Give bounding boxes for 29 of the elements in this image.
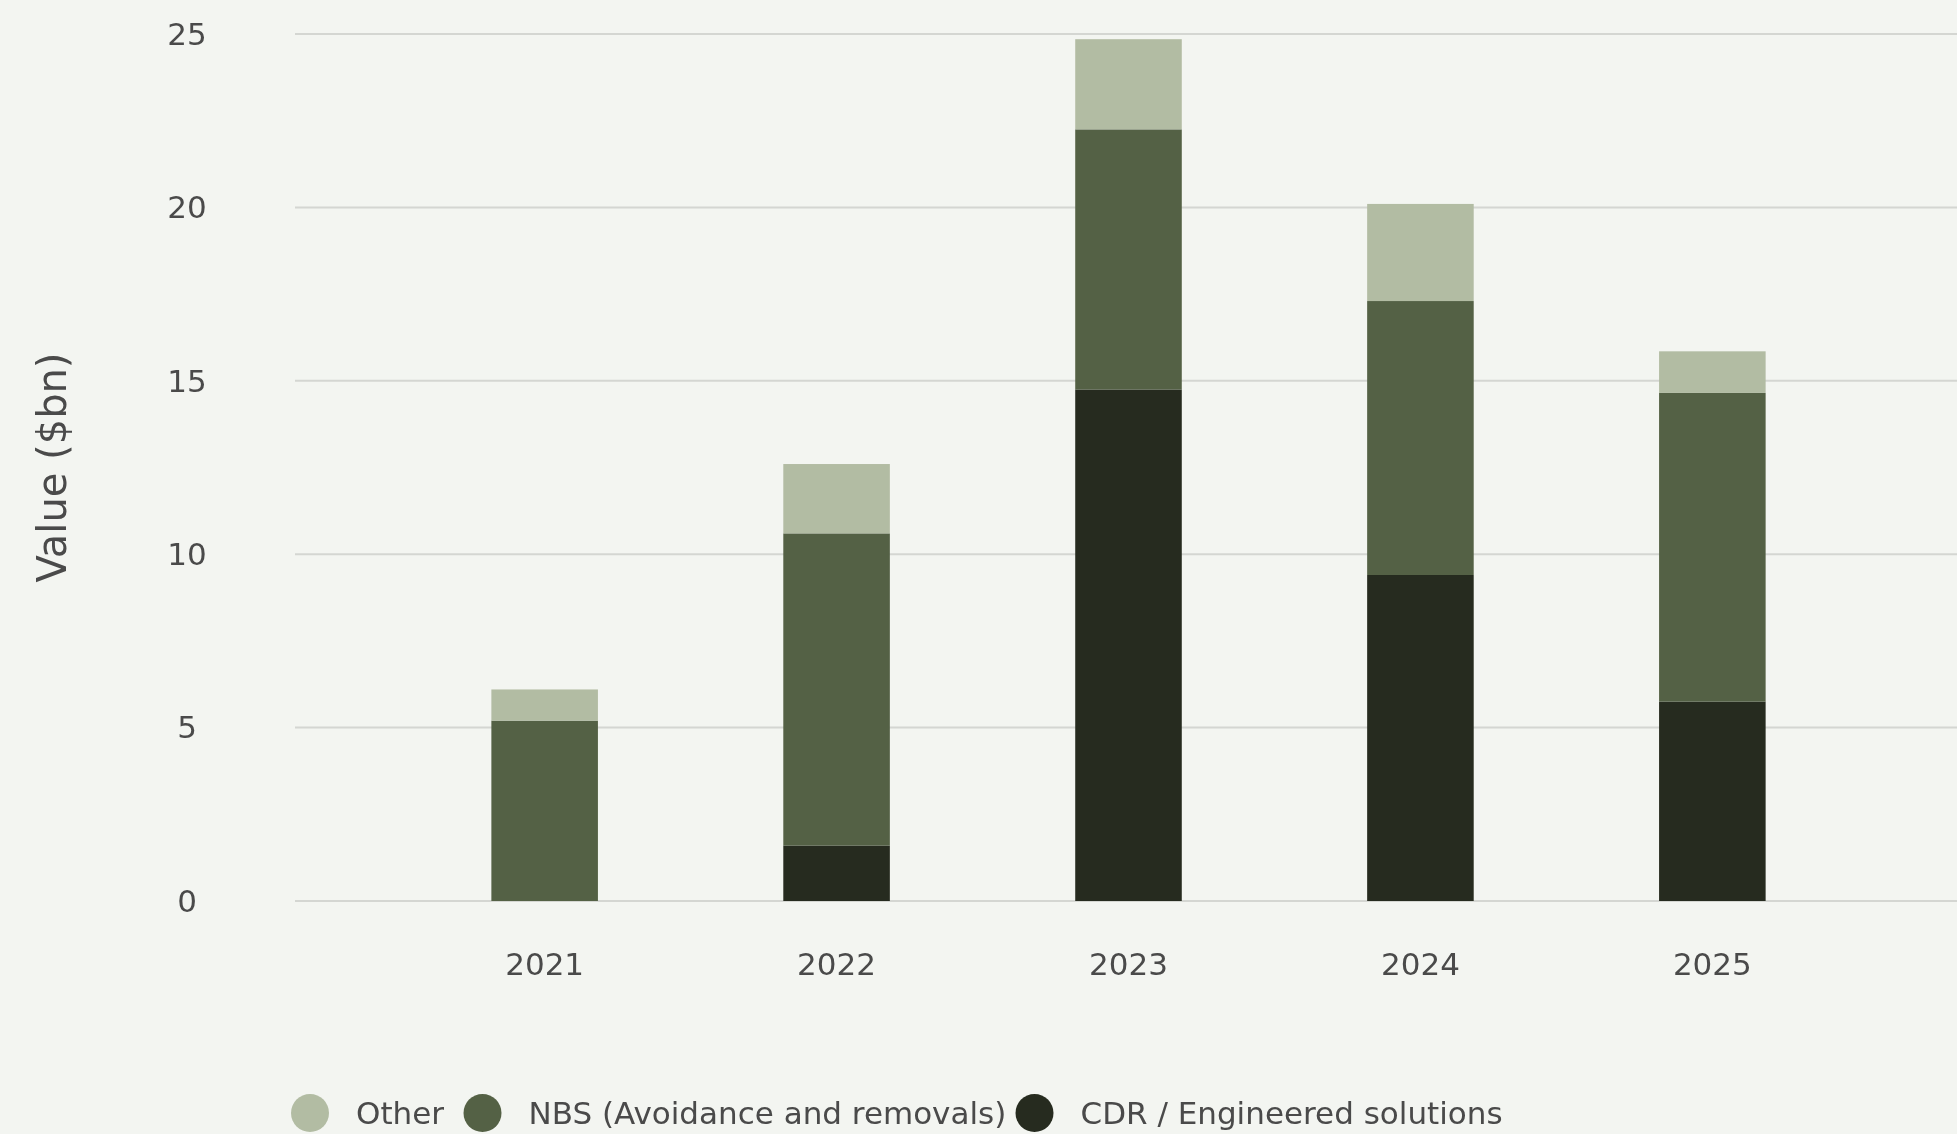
bar bbox=[1659, 351, 1766, 393]
bar bbox=[1367, 575, 1474, 901]
bar bbox=[1075, 389, 1182, 901]
bar bbox=[1659, 701, 1766, 901]
x-tick-label: 2025 bbox=[1672, 946, 1752, 982]
bar bbox=[491, 689, 598, 721]
bar bbox=[783, 845, 890, 901]
y-tick-label: 25 bbox=[167, 15, 207, 52]
y-tick-label: 0 bbox=[177, 882, 197, 919]
y-axis-title: Value ($bn) bbox=[29, 352, 75, 583]
legend-label: NBS (Avoidance and removals) bbox=[528, 1094, 1007, 1131]
x-tick-label: 2023 bbox=[1089, 946, 1168, 982]
x-tick-label: 2021 bbox=[505, 946, 585, 982]
bar bbox=[1367, 203, 1474, 302]
bar bbox=[1659, 392, 1766, 702]
y-tick-label: 15 bbox=[167, 362, 207, 399]
bar bbox=[1075, 129, 1182, 390]
legend-label: Other bbox=[356, 1094, 445, 1131]
y-tick-label: 5 bbox=[177, 709, 197, 746]
bar bbox=[1075, 39, 1182, 130]
bar bbox=[783, 533, 890, 846]
y-tick-label: 20 bbox=[167, 189, 207, 226]
y-tick-label: 10 bbox=[167, 536, 207, 573]
x-tick-label: 2022 bbox=[797, 946, 877, 982]
x-tick-label: 2024 bbox=[1380, 946, 1460, 982]
bar bbox=[783, 464, 890, 534]
bar bbox=[491, 720, 598, 901]
bar bbox=[1367, 301, 1474, 576]
legend-label: CDR / Engineered solutions bbox=[1080, 1094, 1503, 1131]
